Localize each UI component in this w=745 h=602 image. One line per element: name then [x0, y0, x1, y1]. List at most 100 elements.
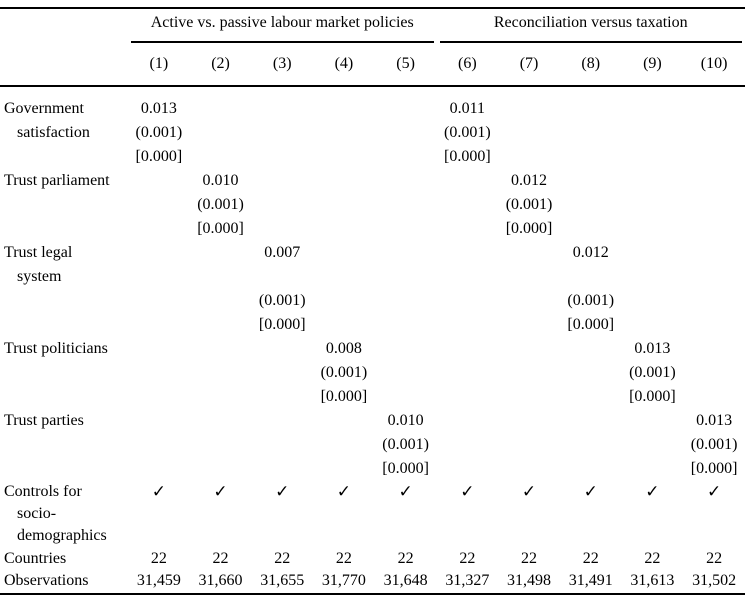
standard-error: (0.001) [629, 364, 676, 381]
controls-cell-c5: ✓ [375, 481, 437, 547]
empty-cell [622, 86, 684, 169]
p-value: [0.000] [320, 388, 368, 405]
countries-cell-c5: 22 [397, 550, 414, 567]
row-label-controls: Controls for socio- demographics [0, 481, 128, 547]
empty-cell [251, 409, 313, 481]
empty-cell [190, 86, 252, 169]
observations-cell-c3: 31,655 [251, 570, 314, 595]
empty-cell [128, 169, 190, 241]
row-label-government-satisfaction: Government satisfaction [0, 86, 128, 169]
group-header-labour-policies: Active vs. passive labour market policie… [128, 8, 437, 43]
row-label-line: Government [4, 100, 84, 117]
empty-cell [128, 409, 190, 481]
empty-cell [251, 86, 313, 169]
empty-cell [313, 409, 375, 481]
countries-cell-c3: 22 [274, 550, 291, 567]
checkmark-icon: ✓ [707, 482, 722, 501]
empty-cell [190, 241, 252, 337]
p-value: [0.000] [382, 460, 429, 477]
coefficient-estimate: 0.007 [264, 244, 301, 261]
coefficient-cell-c2: 0.010 (0.001) [0.000] [190, 169, 252, 241]
row-label-line: Trust parliament [4, 172, 110, 189]
p-value: [0.000] [135, 148, 183, 165]
checkmark-icon: ✓ [583, 482, 598, 501]
controls-cell-c1: ✓ [128, 481, 190, 547]
empty-cell [560, 169, 622, 241]
row-label-line: Trust legal [4, 244, 73, 261]
row-label-trust-politicians: Trust politicians [0, 337, 128, 409]
controls-cell-c9: ✓ [622, 481, 684, 547]
row-label-line: system [17, 268, 62, 285]
checkmark-icon: ✓ [213, 482, 228, 501]
standard-error: (0.001) [135, 124, 183, 141]
header-stub-cell [0, 8, 128, 43]
empty-cell [437, 169, 499, 241]
empty-cell [190, 409, 252, 481]
observations-cell-c4: 31,770 [313, 570, 375, 595]
column-header-4: (4) [313, 43, 375, 87]
group-header-reconciliation-taxation-label: Reconciliation versus taxation [439, 9, 742, 43]
countries-cell-c2: 22 [212, 550, 229, 567]
standard-error: (0.001) [505, 196, 553, 213]
empty-cell [498, 337, 560, 409]
row-trust-parties: Trust parties 0.010 (0.001) [0.000] 0.01… [0, 409, 745, 481]
column-header-3: (3) [251, 43, 314, 87]
countries-cell-c6: 22 [459, 550, 476, 567]
row-trust-legal-system: Trust legal system 0.007 (0.001) [0.000]… [0, 241, 745, 337]
empty-cell [498, 241, 560, 337]
row-label-line: Trust politicians [4, 340, 108, 357]
empty-cell [622, 169, 684, 241]
group-header-labour-policies-label: Active vs. passive labour market policie… [131, 9, 434, 43]
controls-cell-c4: ✓ [313, 481, 375, 547]
coefficient-cell-c1: 0.013 (0.001) [0.000] [128, 86, 190, 169]
p-value: [0.000] [444, 148, 491, 165]
controls-cell-c6: ✓ [437, 481, 499, 547]
standard-error: (0.001) [382, 436, 429, 453]
observations-cell-c7: 31,498 [498, 570, 560, 595]
coefficient-estimate: 0.013 [140, 100, 177, 117]
column-header-1: (1) [128, 43, 190, 87]
empty-cell [560, 86, 622, 169]
row-label-line: Trust parties [4, 412, 84, 429]
row-label-countries: Countries [4, 550, 67, 567]
countries-cell-c7: 22 [521, 550, 538, 567]
p-value: [0.000] [505, 220, 553, 237]
row-countries: Countries 22 22 22 22 22 22 22 22 22 22 [0, 547, 745, 570]
empty-cell [437, 409, 499, 481]
group-header-reconciliation-taxation: Reconciliation versus taxation [437, 8, 745, 43]
checkmark-icon: ✓ [521, 482, 537, 501]
observations-cell-c5: 31,648 [374, 570, 437, 595]
coefficient-estimate: 0.013 [634, 340, 671, 357]
coefficient-cell-c5: 0.010 (0.001) [0.000] [375, 409, 437, 481]
row-label-line: socio- [17, 505, 57, 522]
controls-cell-c2: ✓ [190, 481, 252, 547]
coefficient-cell-c7: 0.012 (0.001) [0.000] [498, 169, 560, 241]
empty-cell [437, 337, 499, 409]
row-label-trust-parliament: Trust parliament [0, 169, 128, 241]
empty-cell [622, 241, 684, 337]
checkmark-icon: ✓ [645, 482, 660, 501]
coefficient-estimate: 0.010 [202, 172, 239, 189]
empty-cell [437, 241, 499, 337]
empty-cell [375, 337, 437, 409]
coefficient-estimate: 0.013 [696, 412, 733, 429]
empty-cell [683, 241, 745, 337]
empty-cell [375, 169, 437, 241]
standard-error: (0.001) [690, 436, 738, 453]
observations-cell-c1: 31,459 [128, 570, 190, 595]
controls-cell-c3: ✓ [251, 481, 313, 547]
row-label-line: demographics [17, 527, 107, 544]
group-header-row: Active vs. passive labour market policie… [0, 8, 745, 43]
row-trust-parliament: Trust parliament 0.010 (0.001) [0.000] 0… [0, 169, 745, 241]
countries-cell-c10: 22 [706, 550, 723, 567]
empty-cell [375, 241, 437, 337]
coefficient-estimate: 0.011 [449, 100, 486, 117]
empty-cell [251, 169, 313, 241]
coefficient-estimate: 0.012 [511, 172, 548, 189]
row-controls: Controls for socio- demographics ✓ ✓ ✓ ✓… [0, 481, 745, 547]
column-header-stub [0, 43, 128, 87]
coefficient-cell-c9: 0.013 (0.001) [0.000] [622, 337, 684, 409]
coefficient-cell-c6: 0.011 (0.001) [0.000] [437, 86, 499, 169]
row-label-trust-parties: Trust parties [0, 409, 128, 481]
p-value: [0.000] [567, 316, 615, 333]
